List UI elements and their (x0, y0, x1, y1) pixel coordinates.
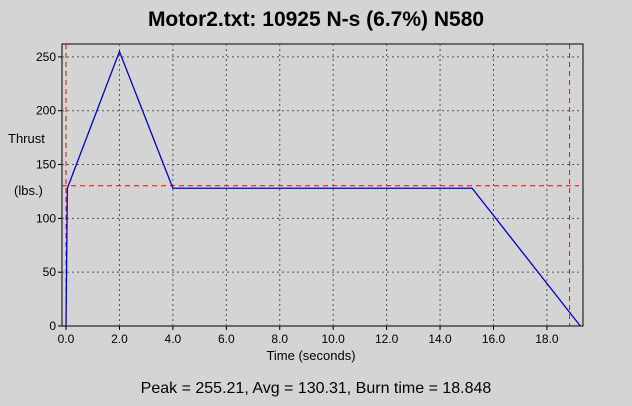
x-tick-label: 6.0 (218, 332, 235, 346)
y-tick-label: 0 (49, 319, 56, 333)
x-tick-label: 8.0 (271, 332, 288, 346)
x-axis-label: Time (seconds) (266, 348, 355, 363)
thrust-curve (65, 49, 581, 327)
x-tick-label: 10.0 (322, 332, 346, 346)
x-axis: 0.0 2.0 4.0 6.0 8.0 10.0 12.0 14.0 16.0 18.0 (58, 326, 559, 346)
x-tick-label: 4.0 (165, 332, 182, 346)
x-tick-label: 18.0 (535, 332, 559, 346)
y-tick-label: 150 (36, 158, 56, 172)
y-axis-label-unit: (lbs.) (14, 183, 43, 198)
y-axis-label-thrust: Thrust (8, 131, 45, 146)
x-tick-label: 16.0 (482, 332, 506, 346)
y-tick-label: 250 (36, 50, 56, 64)
y-tick-label: 100 (36, 211, 56, 225)
y-tick-label: 50 (43, 265, 57, 279)
x-tick-label: 2.0 (111, 332, 128, 346)
x-tick-label: 14.0 (428, 332, 452, 346)
y-tick-label: 200 (36, 104, 56, 118)
plot-area (61, 43, 584, 327)
y-axis: 0 50 100 150 200 250 (36, 50, 62, 333)
grid-lines (62, 44, 583, 326)
chart-title: Motor2.txt: 10925 N-s (6.7%) N580 (147, 8, 485, 31)
series-layer (65, 49, 581, 327)
x-tick-label: 12.0 (375, 332, 399, 346)
x-tick-label: 0.0 (58, 332, 75, 346)
burn-summary: Peak = 255.21, Avg = 130.31, Burn time =… (140, 380, 492, 397)
